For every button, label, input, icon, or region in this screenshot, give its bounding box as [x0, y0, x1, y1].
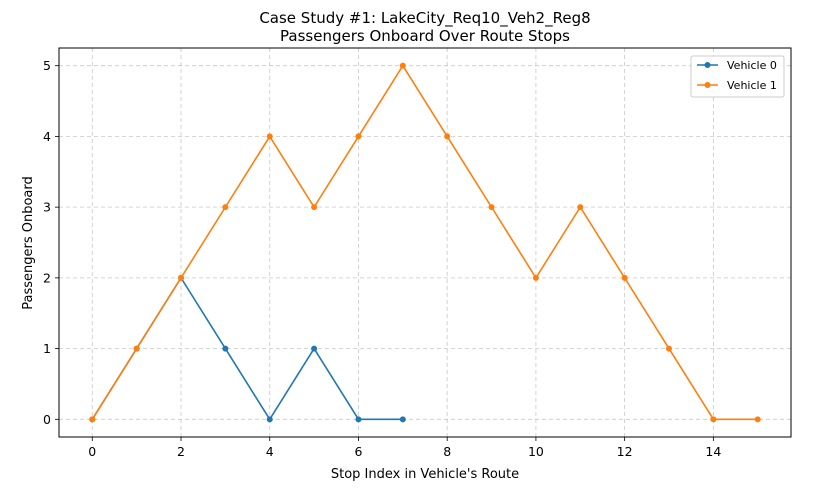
- chart-title-line-2: Passengers Onboard Over Route Stops: [280, 27, 570, 45]
- plot-area-frame: [58, 47, 792, 438]
- data-point: [754, 416, 761, 423]
- data-point: [355, 416, 362, 423]
- y-tick-label: 0: [43, 412, 51, 427]
- y-tick-label: 4: [43, 129, 51, 144]
- data-point: [311, 204, 318, 211]
- x-axis-label: Stop Index in Vehicle's Route: [331, 467, 519, 482]
- series-line: [91, 64, 758, 421]
- legend-box: [690, 55, 785, 98]
- data-point: [222, 204, 229, 211]
- data-point: [178, 274, 184, 281]
- data-point: [266, 133, 273, 140]
- data-point: [133, 345, 140, 352]
- x-tick-label: 14: [705, 444, 721, 459]
- data-point: [710, 416, 717, 423]
- x-tick-label: 6: [354, 444, 362, 459]
- x-tick-label: 2: [177, 444, 185, 459]
- legend: Vehicle 0 Vehicle 1: [690, 55, 785, 98]
- legend-marker-vehicle-0: [704, 62, 711, 68]
- x-tick-label: 12: [617, 444, 633, 459]
- x-tick-label: 4: [266, 444, 274, 459]
- series-layer: [89, 62, 761, 423]
- data-point: [222, 345, 229, 352]
- x-tick-label: 10: [528, 444, 544, 459]
- chart-title-line-1: Case Study #1: LakeCity_Req10_Veh2_Reg8: [259, 9, 590, 28]
- data-point: [488, 204, 495, 211]
- legend-label-vehicle-1: Vehicle 1: [727, 79, 777, 92]
- data-point: [577, 204, 584, 211]
- data-point: [444, 133, 451, 140]
- y-tick-label: 5: [43, 58, 51, 73]
- x-tick-label: 0: [88, 444, 96, 459]
- series-vehicle-1: [89, 62, 761, 423]
- data-point: [621, 274, 628, 281]
- y-tick-label: 3: [43, 200, 51, 215]
- data-point: [355, 133, 362, 140]
- data-point: [532, 274, 539, 281]
- y-tick-label: 1: [43, 341, 51, 356]
- grid-layer: [59, 48, 791, 437]
- data-point: [266, 416, 273, 423]
- y-tick-label: 2: [43, 270, 51, 285]
- legend-marker-vehicle-1: [704, 82, 711, 88]
- y-axis-label: Passengers Onboard: [21, 176, 36, 310]
- x-tick-label: 8: [443, 444, 451, 459]
- data-point: [311, 345, 318, 352]
- data-point: [399, 416, 406, 423]
- legend-label-vehicle-0: Vehicle 0: [727, 59, 777, 72]
- data-point: [89, 416, 96, 423]
- data-point: [666, 345, 672, 352]
- data-point: [399, 62, 406, 69]
